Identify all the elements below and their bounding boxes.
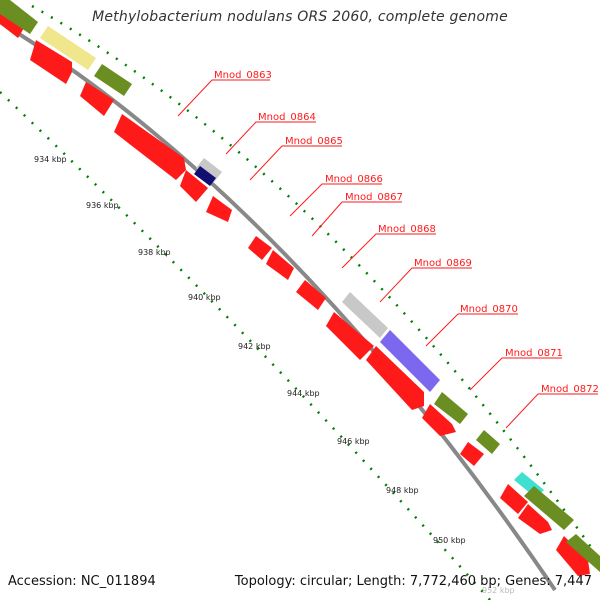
gene-feature[interactable] [266,250,294,280]
scale-label: 944 kbp [287,389,320,398]
scale-label-group: 934 kbp 936 kbp 938 kbp 940 kbp 942 kbp … [34,155,515,595]
gene-feature[interactable] [556,536,590,576]
gene-feature-olive[interactable] [434,392,468,424]
gene-label: Mnod_0864 [258,112,316,123]
gene-feature[interactable] [248,236,272,260]
leader-line [289,183,382,217]
gene-feature-grey[interactable] [342,292,388,338]
gene-feature-grey[interactable] [196,158,222,182]
leader-line [505,393,598,429]
gene-feature-cream[interactable] [40,26,96,70]
scale-label: 952 kbp [482,586,515,595]
gene-feature[interactable] [326,312,374,360]
leader-line [249,145,342,181]
scale-label: 948 kbp [386,486,419,495]
accession-text: Accession: NC_011894 [8,574,156,589]
gene-label: Mnod_0868 [378,224,436,235]
scale-label: 934 kbp [34,155,67,164]
gene-label: Mnod_0865 [285,136,343,147]
leader-line [425,313,518,347]
gene-feature[interactable] [206,196,232,222]
gene-label: Mnod_0871 [505,348,563,359]
gene-feature[interactable] [460,442,484,466]
tick-ring-outer [31,4,600,561]
gene-label: Mnod_0863 [214,70,272,81]
gene-label: Mnod_0866 [325,174,383,185]
scale-label: 938 kbp [138,248,171,257]
gene-feature[interactable] [296,280,326,310]
gene-feature[interactable] [114,114,186,180]
gene-label: Mnod_0870 [460,304,518,315]
gene-feature[interactable] [366,346,424,410]
gene-feature-olive[interactable] [524,486,574,530]
gene-feature[interactable] [80,82,114,116]
gene-feature[interactable] [30,40,72,84]
gene-label: Mnod_0869 [414,258,472,269]
leader-line [225,121,316,155]
gene-feature-olive[interactable] [0,0,38,34]
gene-feature-olive[interactable] [566,534,600,572]
leader-line [177,79,270,117]
leader-line [341,233,436,269]
gene-feature[interactable] [500,484,528,514]
leader-line [311,201,402,237]
leader-line [469,357,562,391]
gene-feature-navy[interactable] [194,166,216,186]
gene-feature[interactable] [422,404,456,436]
gene-label-group: Mnod_0863 Mnod_0864 Mnod_0865 Mnod_0866 … [214,70,599,395]
gene-feature-slate[interactable] [380,330,440,392]
gene-feature[interactable] [180,170,208,202]
cds-track-forward [0,0,600,572]
cds-track-reverse [0,10,590,576]
backbone-outer [0,20,557,592]
scale-label: 946 kbp [337,437,370,446]
scale-label: 950 kbp [433,536,466,545]
gene-feature-olive[interactable] [476,430,500,454]
gene-feature[interactable] [518,504,552,534]
genome-summary-text: Topology: circular; Length: 7,772,460 bp… [234,574,592,589]
label-leaders [177,79,598,429]
leader-line [379,267,472,303]
scale-label: 942 kbp [238,342,271,351]
scale-label: 936 kbp [86,201,119,210]
gene-label: Mnod_0872 [541,384,599,395]
gene-feature-olive[interactable] [94,64,132,96]
scale-label: 940 kbp [188,293,221,302]
map-title: Methylobacterium nodulans ORS 2060, comp… [92,9,508,25]
gene-label: Mnod_0867 [345,192,403,203]
